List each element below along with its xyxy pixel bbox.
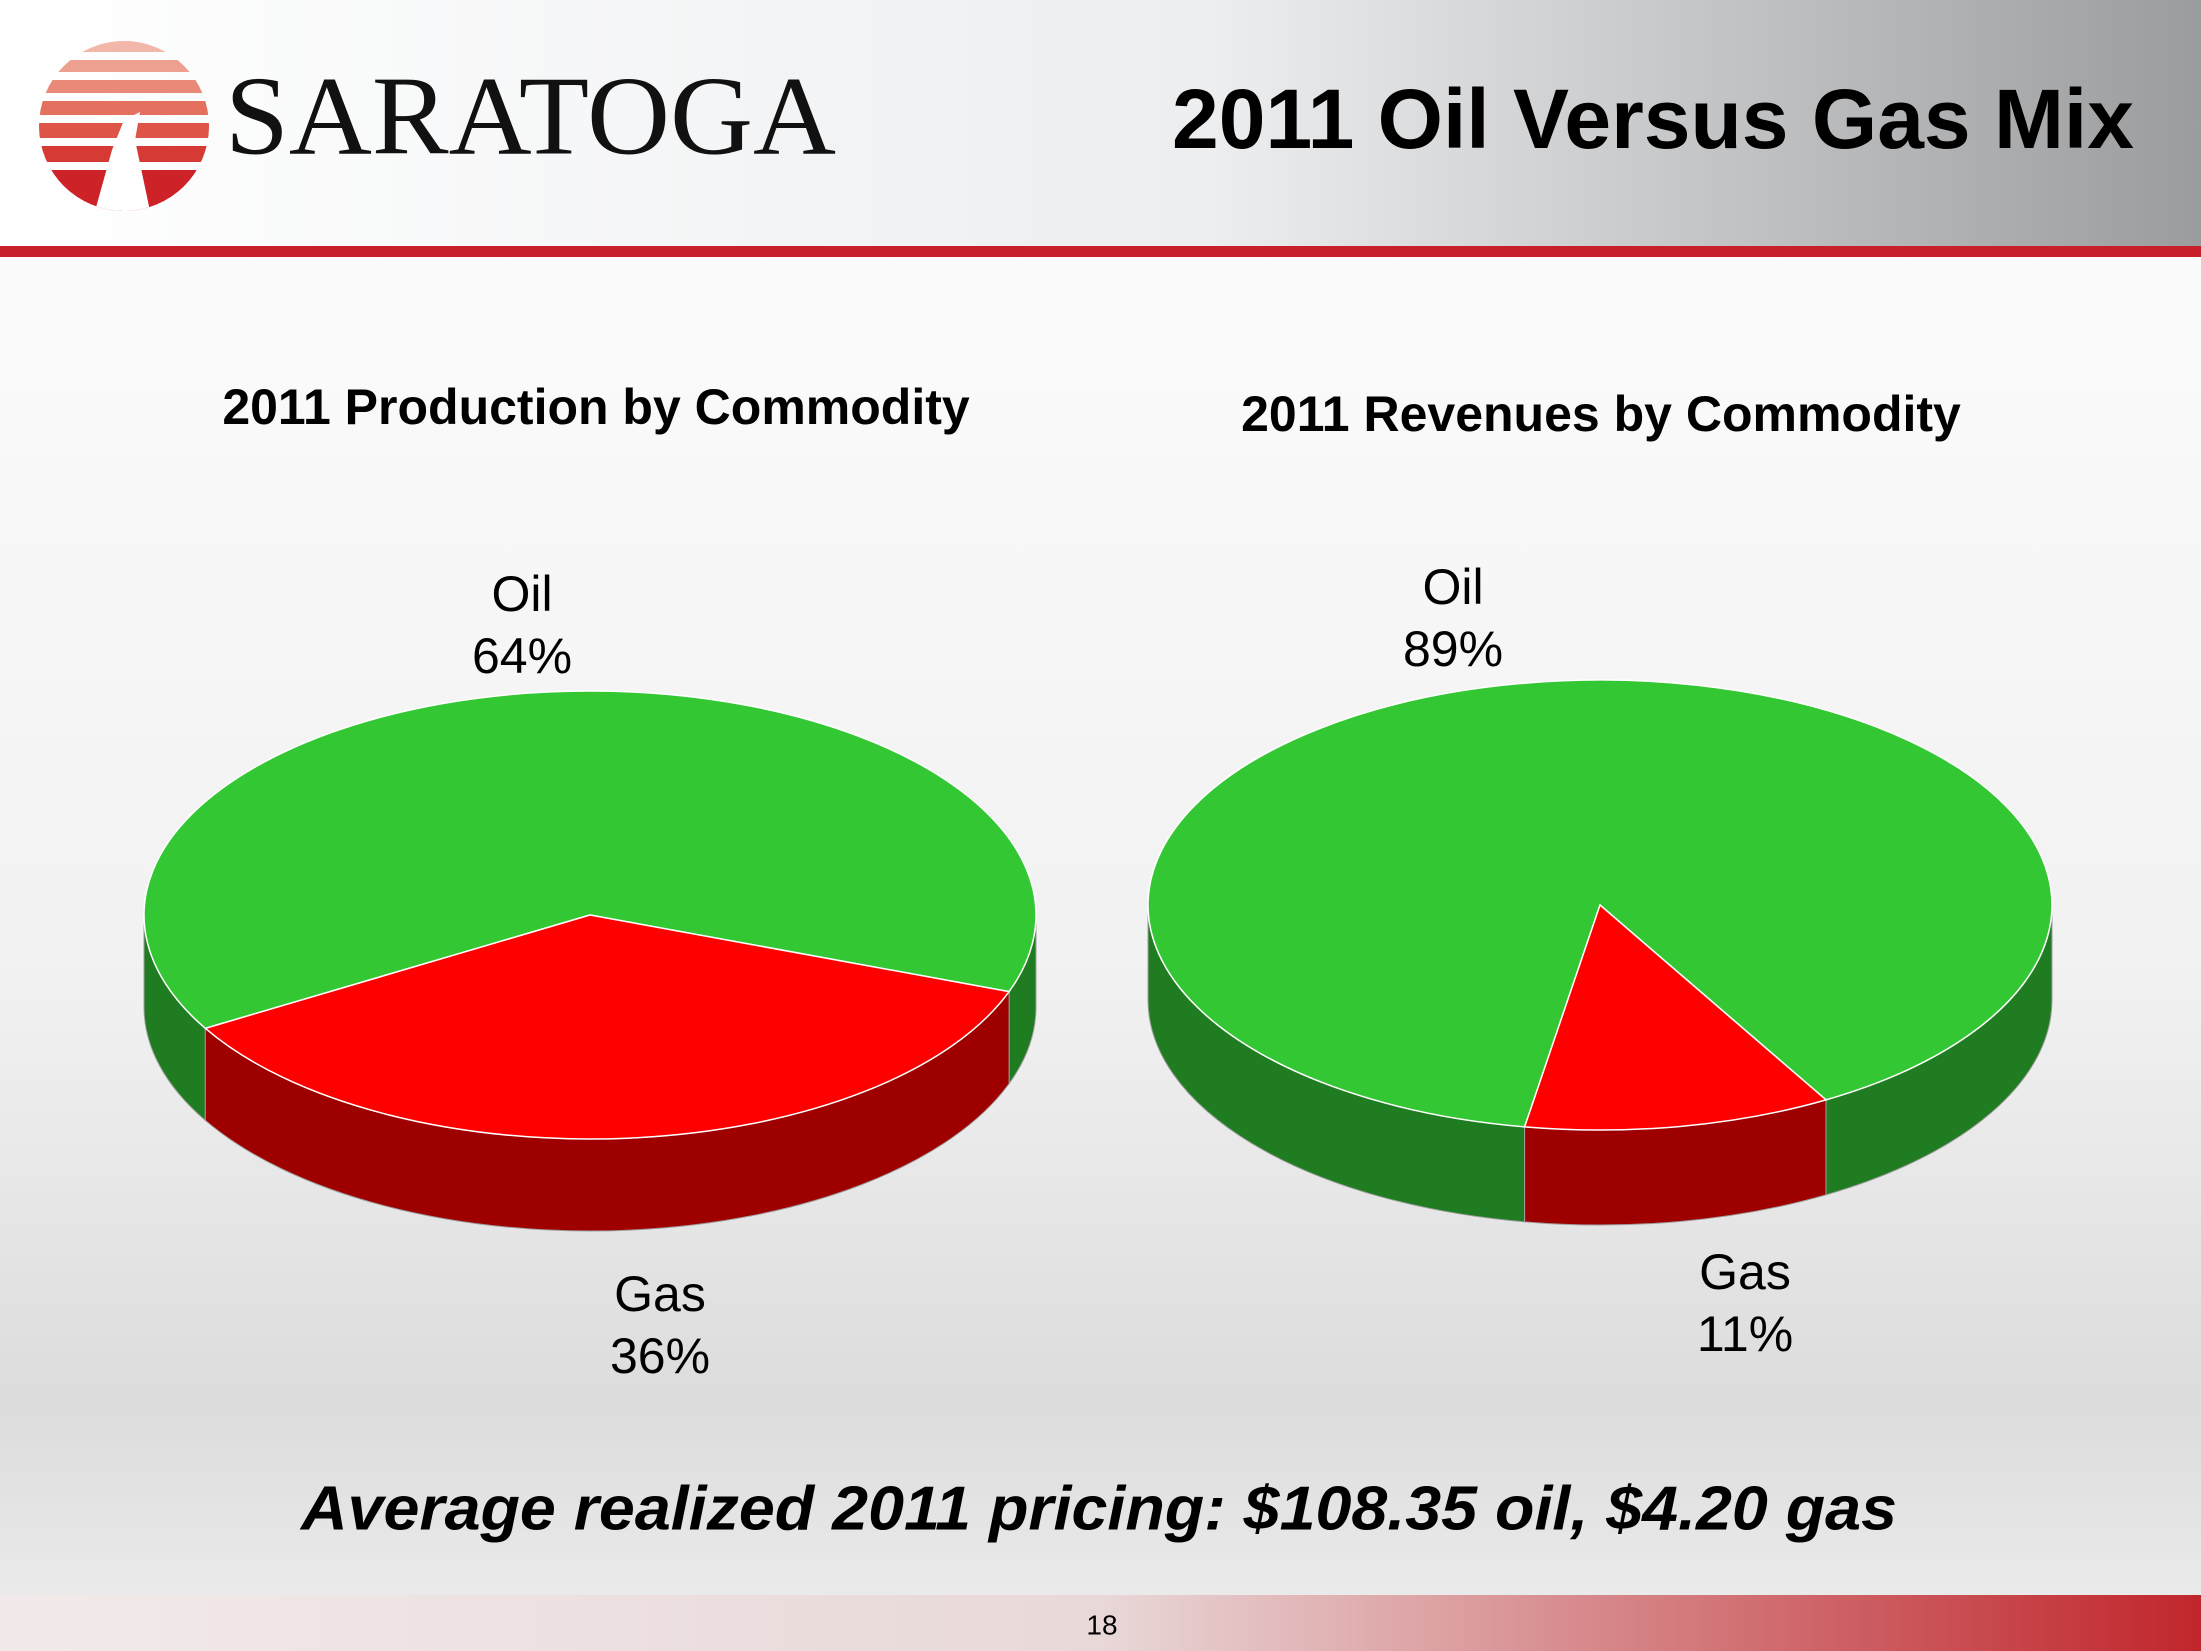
- slice-category-label: Oil: [1422, 559, 1483, 615]
- slice-category-label: Gas: [1699, 1244, 1791, 1300]
- charts: 2011 Production by Commodity Oil 64% Gas 36%…: [143, 379, 2053, 1384]
- footer-band: [0, 1595, 2201, 1651]
- header-rule: [0, 246, 2201, 257]
- pie-slice: [143, 690, 1037, 1030]
- pie-slice: [1523, 903, 1828, 1131]
- pie-slice: [203, 914, 1011, 1140]
- logo-text: SARATOGA: [225, 55, 836, 179]
- slice-value-label: 36%: [610, 1328, 710, 1384]
- logo-mark: [39, 41, 209, 211]
- pie-slice: [1147, 679, 2053, 1128]
- footer-note: Average realized 2011 pricing: $108.35 o…: [299, 1474, 1897, 1543]
- slice-category-label: Oil: [491, 566, 552, 622]
- header-band: [0, 0, 2201, 246]
- slice-category-label: Gas: [614, 1266, 706, 1322]
- slice-value-label: 89%: [1403, 621, 1503, 677]
- page-number: 18: [1086, 1609, 1117, 1640]
- slice-value-label: 64%: [472, 628, 572, 684]
- slice-value-label: 11%: [1697, 1306, 1793, 1362]
- slide-title: 2011 Oil Versus Gas Mix: [1172, 72, 2134, 166]
- chart-title: 2011 Revenues by Commodity: [1241, 386, 1961, 442]
- chart-title: 2011 Production by Commodity: [222, 379, 970, 435]
